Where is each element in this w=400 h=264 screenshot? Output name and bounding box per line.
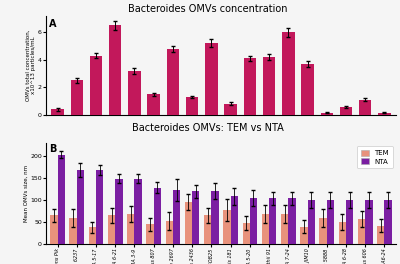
Text: A: A	[49, 19, 56, 29]
Bar	[204, 215, 211, 244]
Bar	[70, 218, 77, 244]
Bar	[154, 188, 161, 244]
Text: Bacteroides OMVs: TEM vs NTA: Bacteroides OMVs: TEM vs NTA	[132, 123, 284, 133]
Bar	[269, 198, 276, 244]
Bar	[223, 210, 231, 244]
Bar	[359, 100, 372, 115]
Bar	[127, 214, 134, 244]
Bar	[282, 32, 294, 115]
Bar	[320, 113, 333, 115]
Bar	[192, 191, 200, 244]
Bar	[115, 179, 122, 244]
Bar	[70, 81, 83, 115]
Bar	[327, 200, 334, 244]
Bar	[377, 226, 384, 244]
Bar	[308, 200, 315, 244]
Bar	[244, 58, 256, 115]
Bar	[300, 227, 308, 244]
Bar	[146, 224, 154, 244]
Bar	[242, 223, 250, 244]
Bar	[263, 57, 275, 115]
Bar	[250, 198, 257, 244]
Bar	[320, 218, 327, 244]
Bar	[90, 56, 102, 115]
Bar	[186, 97, 198, 115]
Bar	[166, 221, 173, 244]
Bar	[77, 170, 84, 244]
Legend: TEM, NTA: TEM, NTA	[357, 146, 392, 168]
Bar	[378, 113, 391, 115]
Bar	[51, 109, 64, 115]
Bar	[365, 200, 372, 244]
Bar	[205, 43, 218, 115]
Bar	[185, 202, 192, 244]
Y-axis label: Mean OMVs size, nm: Mean OMVs size, nm	[24, 165, 29, 222]
Bar	[224, 104, 237, 115]
Bar	[281, 214, 288, 244]
Bar	[346, 200, 353, 244]
Bar	[96, 170, 103, 244]
Bar	[339, 222, 346, 244]
Bar	[109, 25, 122, 115]
Bar	[173, 190, 180, 244]
Bar	[134, 179, 142, 244]
Text: B: B	[49, 144, 56, 154]
Bar	[301, 64, 314, 115]
Bar	[148, 94, 160, 115]
Bar	[50, 215, 58, 244]
Bar	[211, 191, 219, 244]
Bar	[128, 71, 141, 115]
Bar	[262, 214, 269, 244]
Bar	[89, 227, 96, 244]
Bar	[108, 215, 115, 244]
Bar	[231, 196, 238, 244]
Bar	[340, 107, 352, 115]
Bar	[288, 198, 296, 244]
Bar	[167, 49, 179, 115]
Text: Bacteroides OMVs concentration: Bacteroides OMVs concentration	[128, 4, 288, 14]
Bar	[358, 219, 365, 244]
Bar	[58, 155, 65, 244]
Y-axis label: OMVs total concentration,
x10^13 particles/mL: OMVs total concentration, x10^13 particl…	[26, 30, 36, 101]
Bar	[384, 200, 392, 244]
